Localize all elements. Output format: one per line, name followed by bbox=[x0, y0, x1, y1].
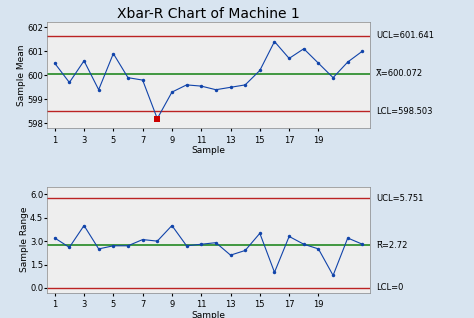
Text: UCL=5.751: UCL=5.751 bbox=[376, 194, 424, 203]
Y-axis label: Sample Mean: Sample Mean bbox=[17, 45, 26, 106]
X-axis label: Sample: Sample bbox=[191, 146, 226, 155]
Text: LCL=0: LCL=0 bbox=[376, 283, 403, 292]
Y-axis label: Sample Range: Sample Range bbox=[19, 207, 28, 272]
Title: Xbar-R Chart of Machine 1: Xbar-R Chart of Machine 1 bbox=[117, 7, 300, 21]
Text: R̅=2.72: R̅=2.72 bbox=[376, 241, 408, 250]
Text: LCL=598.503: LCL=598.503 bbox=[376, 107, 433, 116]
Text: UCL=601.641: UCL=601.641 bbox=[376, 31, 434, 40]
X-axis label: Sample: Sample bbox=[191, 311, 226, 318]
Text: X̅=600.072: X̅=600.072 bbox=[376, 69, 423, 78]
